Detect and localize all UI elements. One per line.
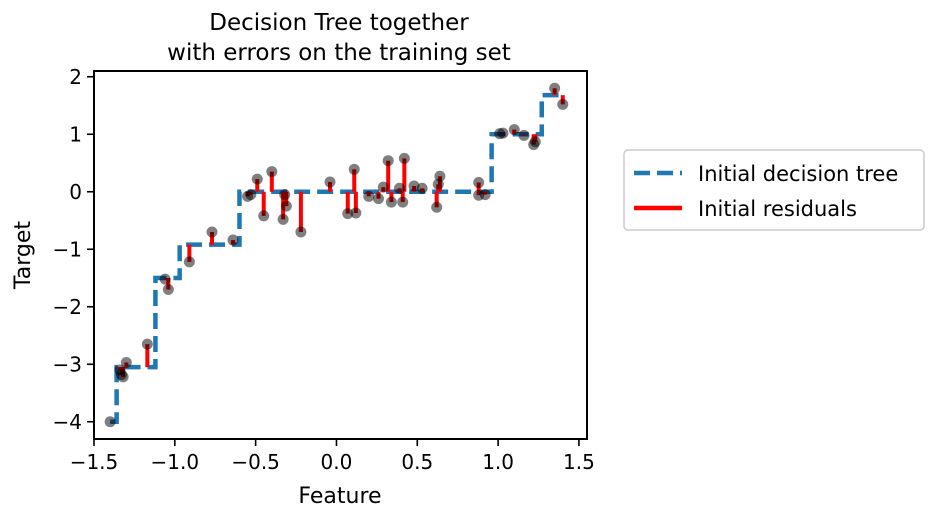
- y-tick-label: −4: [53, 410, 82, 434]
- data-point: [295, 226, 307, 238]
- data-point: [479, 189, 491, 201]
- x-tick-label: −1.0: [151, 450, 200, 474]
- legend-residuals-label: Initial residuals: [698, 197, 857, 221]
- data-point: [397, 196, 409, 208]
- x-tick-label: 1.0: [482, 450, 514, 474]
- data-point: [398, 152, 410, 164]
- data-point: [557, 98, 569, 110]
- y-tick-label: 1: [69, 122, 82, 146]
- data-point: [258, 210, 270, 222]
- data-point: [350, 207, 362, 219]
- data-point: [104, 416, 116, 428]
- data-point: [251, 173, 263, 185]
- data-point: [372, 193, 384, 205]
- y-tick-label: −1: [53, 237, 82, 261]
- legend-tree-label: Initial decision tree: [698, 162, 898, 186]
- y-tick-label: 0: [69, 180, 82, 204]
- data-point: [141, 338, 153, 350]
- chart-title-line-1: Decision Tree together: [209, 10, 469, 36]
- data-point: [431, 201, 443, 213]
- data-point: [518, 129, 530, 141]
- chart-title-line-2: with errors on the training set: [167, 40, 511, 66]
- legend: Initial decision tree Initial residuals: [623, 149, 925, 231]
- data-point: [162, 284, 174, 295]
- data-point: [117, 371, 129, 383]
- data-point: [342, 208, 354, 220]
- data-point: [183, 256, 195, 268]
- legend-frame: [623, 149, 925, 231]
- data-point: [529, 136, 541, 148]
- data-point: [206, 226, 218, 238]
- data-point: [348, 163, 360, 175]
- data-point: [277, 213, 289, 225]
- data-point: [385, 196, 397, 208]
- decision-tree-line: [110, 92, 563, 424]
- data-point: [279, 189, 291, 201]
- data-point: [120, 357, 132, 369]
- data-point: [324, 176, 336, 188]
- data-point: [280, 200, 292, 212]
- y-axis-label: Target: [11, 221, 36, 290]
- data-point: [473, 177, 485, 189]
- chart-title: Decision Tree together with errors on th…: [167, 10, 511, 66]
- data-point: [382, 155, 394, 167]
- x-tick-label: 0.5: [401, 450, 433, 474]
- data-point: [416, 182, 428, 194]
- data-point: [497, 127, 509, 139]
- data-point: [245, 189, 257, 201]
- x-tick-label: −0.5: [231, 450, 280, 474]
- data-point: [377, 181, 389, 193]
- data-point: [159, 273, 171, 285]
- y-tick-label: −2: [53, 295, 82, 319]
- plot-frame: [93, 70, 588, 440]
- data-point: [434, 170, 446, 182]
- data-point: [266, 166, 278, 178]
- data-point: [508, 124, 520, 136]
- data-point: [363, 190, 375, 202]
- y-tick-label: 2: [69, 65, 82, 89]
- x-tick-label: 0.0: [321, 450, 353, 474]
- x-tick-label: −1.5: [70, 450, 119, 474]
- plot-area: [93, 70, 588, 440]
- data-point: [549, 82, 561, 94]
- data-point: [393, 182, 405, 194]
- y-tick-label: −3: [53, 352, 82, 376]
- data-point: [227, 234, 239, 246]
- x-tick-label: 1.5: [563, 450, 595, 474]
- x-axis: −1.5 −1.0 −0.5 0.0 0.5 1.0 1.5: [70, 439, 595, 474]
- x-axis-label: Feature: [298, 484, 381, 509]
- y-axis: −4 −3 −2 −1 0 1 2: [53, 65, 94, 434]
